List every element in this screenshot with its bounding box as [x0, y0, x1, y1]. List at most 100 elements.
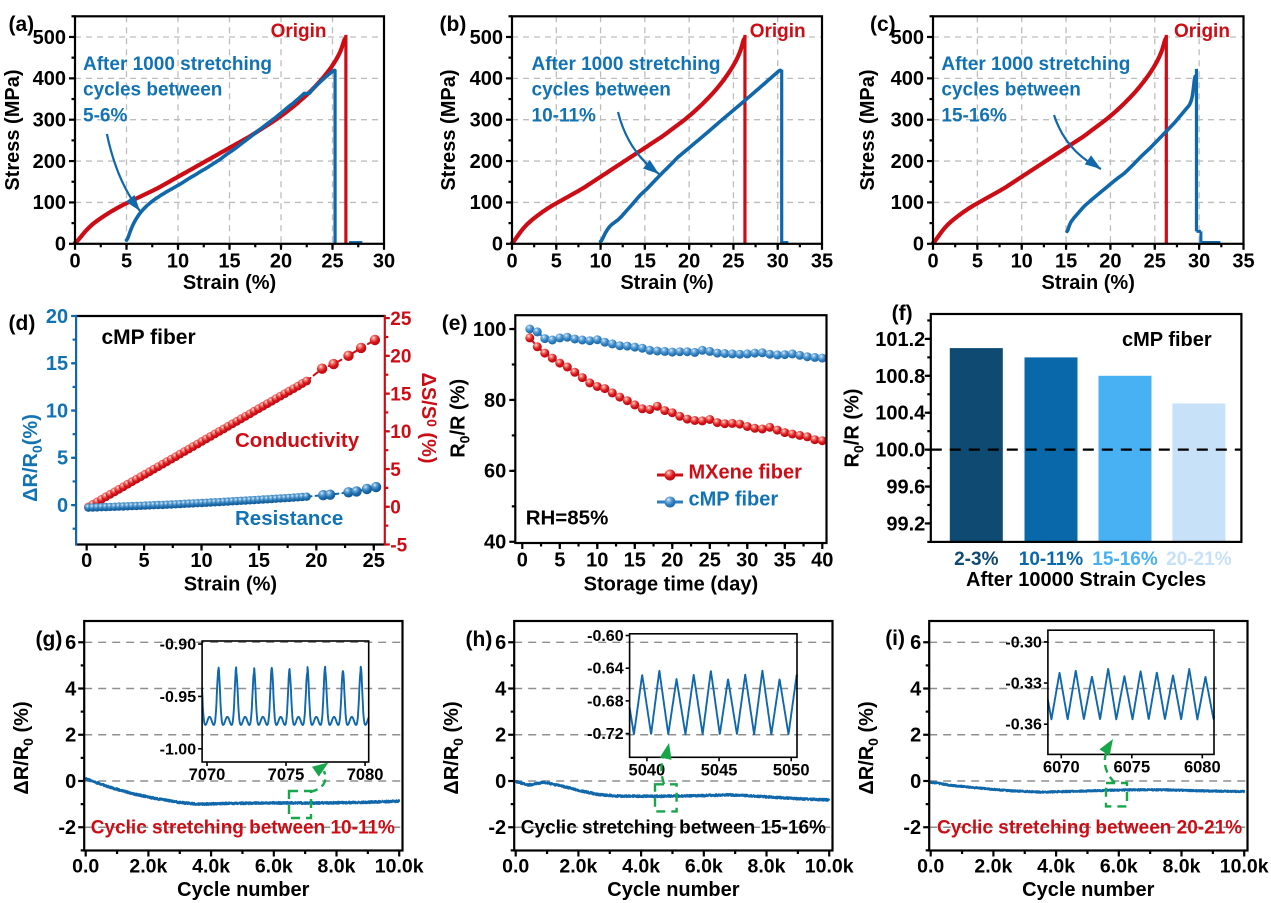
svg-text:6075: 6075 [1113, 758, 1150, 776]
svg-text:7080: 7080 [347, 766, 384, 784]
svg-text:(b): (b) [440, 13, 467, 36]
svg-text:cycles between: cycles between [941, 80, 1080, 101]
svg-text:15: 15 [1055, 251, 1077, 273]
svg-text:2.0k: 2.0k [974, 856, 1012, 878]
svg-text:10: 10 [586, 550, 608, 572]
svg-text:4: 4 [495, 678, 507, 700]
svg-text:-2: -2 [903, 817, 921, 839]
svg-text:100.0: 100.0 [875, 440, 925, 462]
svg-text:-0.72: -0.72 [587, 726, 624, 743]
svg-text:Cycle number: Cycle number [607, 879, 739, 901]
svg-text:10.0k: 10.0k [375, 856, 424, 878]
svg-text:4: 4 [910, 678, 922, 700]
svg-text:80: 80 [484, 390, 506, 412]
svg-text:99.2: 99.2 [886, 513, 925, 535]
svg-text:6.0k: 6.0k [1100, 856, 1138, 878]
svg-text:Conductivity: Conductivity [235, 429, 360, 452]
svg-text:ΔR/R0​ (%): ΔR/R0​ (%) [856, 701, 881, 794]
svg-text:15: 15 [46, 353, 68, 375]
svg-text:2.0k: 2.0k [559, 856, 597, 878]
svg-text:8.0k: 8.0k [1163, 856, 1201, 878]
svg-text:100.4: 100.4 [875, 403, 926, 425]
svg-text:15: 15 [624, 550, 646, 572]
svg-text:(f): (f) [892, 302, 913, 325]
svg-text:15-16%: 15-16% [1092, 549, 1158, 570]
svg-text:15: 15 [248, 550, 270, 572]
svg-text:25: 25 [321, 251, 343, 273]
svg-text:20: 20 [46, 306, 68, 328]
svg-text:20: 20 [661, 550, 683, 572]
svg-text:0: 0 [913, 234, 924, 256]
svg-text:7075: 7075 [268, 766, 305, 784]
svg-text:6070: 6070 [1043, 758, 1080, 776]
svg-text:35: 35 [811, 251, 833, 273]
svg-text:2: 2 [910, 725, 921, 747]
svg-text:30: 30 [736, 550, 758, 572]
svg-text:Strain (%): Strain (%) [183, 272, 276, 294]
svg-text:500: 500 [891, 27, 924, 49]
svg-text:ΔS/S0​ (%): ΔS/S0​ (%) [417, 372, 440, 463]
svg-text:R0​/R (%): R0​/R (%) [841, 389, 866, 468]
svg-text:300: 300 [891, 110, 924, 132]
svg-text:300: 300 [33, 110, 66, 132]
svg-text:0.0: 0.0 [917, 856, 944, 878]
svg-text:After 1000 stretching: After 1000 stretching [83, 54, 272, 75]
svg-text:5-6%: 5-6% [83, 105, 127, 126]
svg-text:25: 25 [363, 550, 385, 572]
svg-text:200: 200 [891, 151, 924, 173]
svg-text:ΔR/R0​ (%): ΔR/R0​ (%) [441, 701, 466, 794]
svg-text:15-16%: 15-16% [941, 105, 1007, 126]
svg-text:15: 15 [218, 251, 240, 273]
svg-text:RH=85%: RH=85% [526, 507, 609, 530]
svg-text:(c): (c) [870, 13, 896, 36]
svg-text:-0.90: -0.90 [160, 637, 197, 654]
svg-text:20-21%: 20-21% [1166, 549, 1232, 570]
svg-text:10-11%: 10-11% [532, 105, 597, 126]
svg-text:40: 40 [484, 532, 506, 554]
svg-text:10: 10 [589, 251, 611, 273]
svg-text:6.0k: 6.0k [685, 856, 723, 878]
svg-text:Origin: Origin [1174, 21, 1230, 42]
svg-text:10: 10 [190, 550, 212, 572]
svg-text:100: 100 [470, 192, 503, 214]
svg-text:cMP fiber: cMP fiber [1122, 329, 1212, 351]
svg-text:400: 400 [891, 68, 924, 90]
svg-text:Cyclic stretching between 20-2: Cyclic stretching between 20-21% [937, 818, 1242, 839]
svg-text:cMP fiber: cMP fiber [689, 489, 779, 511]
svg-text:Strain (%): Strain (%) [184, 574, 277, 596]
svg-text:After 1000 stretching: After 1000 stretching [532, 54, 721, 75]
svg-text:Cycle number: Cycle number [177, 879, 309, 901]
svg-text:Origin: Origin [750, 21, 806, 42]
svg-text:100: 100 [33, 192, 66, 214]
svg-text:4.0k: 4.0k [192, 856, 230, 878]
svg-text:25: 25 [699, 550, 721, 572]
svg-text:6: 6 [65, 632, 76, 654]
svg-text:100.8: 100.8 [875, 366, 925, 388]
svg-text:0: 0 [65, 771, 76, 793]
svg-text:4: 4 [65, 678, 77, 700]
svg-text:60: 60 [484, 461, 506, 483]
svg-text:0: 0 [927, 251, 938, 273]
svg-text:20: 20 [1099, 251, 1121, 273]
svg-text:-0.30: -0.30 [1005, 634, 1042, 651]
svg-text:(h): (h) [466, 628, 493, 651]
svg-text:0.0: 0.0 [72, 856, 99, 878]
svg-text:-0.68: -0.68 [587, 693, 624, 710]
svg-text:8.0k: 8.0k [318, 856, 356, 878]
svg-text:2.0k: 2.0k [129, 856, 167, 878]
svg-text:-1.00: -1.00 [160, 741, 197, 758]
svg-text:After 1000 stretching: After 1000 stretching [941, 54, 1130, 75]
svg-text:10.0k: 10.0k [805, 856, 854, 878]
svg-text:MXene fiber: MXene fiber [689, 462, 803, 484]
svg-text:ΔR/R0​ (%): ΔR/R0​ (%) [11, 701, 36, 794]
svg-text:100: 100 [473, 319, 506, 341]
svg-text:30: 30 [767, 251, 789, 273]
svg-text:5: 5 [57, 448, 68, 470]
svg-text:Stress (MPa): Stress (MPa) [2, 70, 24, 191]
svg-text:6: 6 [495, 632, 506, 654]
svg-text:cycles between: cycles between [83, 80, 222, 101]
svg-text:(d): (d) [9, 312, 36, 335]
svg-text:100: 100 [891, 192, 924, 214]
svg-text:4.0k: 4.0k [622, 856, 660, 878]
svg-text:0: 0 [81, 550, 92, 572]
